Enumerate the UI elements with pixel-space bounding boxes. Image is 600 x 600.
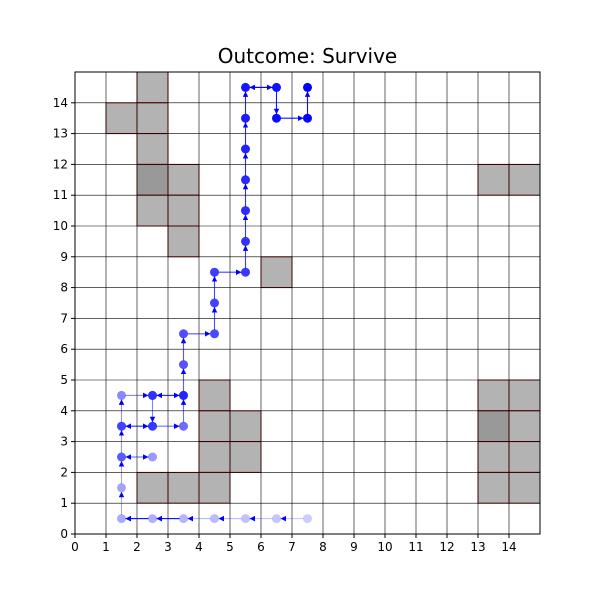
x-tick-label: 13 [470,540,485,554]
path-point [303,514,312,524]
x-tick-label: 6 [257,540,265,554]
y-tick-label: 4 [60,404,68,418]
x-tick-label: 8 [319,540,327,554]
path-point [272,113,281,123]
chart-title: Outcome: Survive [218,44,398,68]
obstacle-cell [136,163,169,196]
obstacle-cell [167,471,200,504]
x-tick-label: 7 [288,540,296,554]
obstacle-cell [508,471,541,504]
obstacle-cell [477,441,510,473]
obstacle-cell [198,379,231,412]
path-point [241,267,250,277]
obstacle-cell [477,471,510,504]
path-point [148,390,157,400]
path-point [241,113,250,123]
path-point [241,514,250,524]
path-point [272,514,281,524]
obstacle-cell [136,194,169,227]
path-point [303,82,312,92]
obstacle-cell [136,71,169,104]
obstacle-cell [136,102,169,135]
x-tick-label: 2 [133,540,141,554]
path-point [241,82,250,92]
obstacle-cell [508,163,541,196]
x-tick-label: 11 [408,540,423,554]
y-tick-label: 12 [53,157,68,171]
path-point [241,175,250,185]
obstacle-cell [198,441,231,473]
y-tick-label: 8 [60,281,68,295]
obstacle-cell [198,410,231,443]
path-arrow-layer [118,84,311,522]
path-point [303,113,312,123]
path-point [210,514,219,524]
obstacle-cell [167,225,200,258]
y-tick-label: 1 [60,496,68,510]
x-tick-label: 5 [226,540,234,554]
path-point [117,452,126,462]
y-tick-label: 5 [60,373,68,387]
y-tick-label: 9 [60,250,68,264]
obstacle-cell [477,163,510,196]
obstacle-cell [167,194,200,227]
path-point [117,483,126,493]
x-tick-label: 3 [164,540,172,554]
obstacle-cell [136,471,169,504]
obstacle-cell [167,163,200,196]
obstacle-cell [477,410,510,443]
x-tick-label: 14 [501,540,516,554]
obstacle-cell [508,441,541,473]
obstacle-cell [229,410,262,443]
x-tick-label: 4 [195,540,203,554]
obstacle-cell [508,410,541,443]
y-tick-label: 2 [60,465,68,479]
obstacle-cell [508,379,541,412]
obstacle-layer [105,71,541,504]
path-point [148,452,157,462]
path-point [179,329,188,339]
obstacle-cell [229,441,262,473]
path-point [210,267,219,277]
obstacle-cell [260,256,293,289]
path-point [241,144,250,154]
path-point [179,390,188,400]
obstacle-cell [105,102,138,135]
x-axis: 0 1 2 3 4 5 6 7 8 9 10 11 12 13 14 [71,534,517,554]
x-tick-label: 10 [377,540,392,554]
obstacle-cell [477,379,510,412]
path-point [117,452,126,462]
path-point [117,421,126,431]
path-point [117,514,126,524]
path-point [210,298,219,308]
y-tick-label: 6 [60,342,68,356]
x-tick-label: 0 [71,540,79,554]
path-point [241,206,250,216]
path-point [179,421,188,431]
path-point-layer [117,82,312,524]
y-tick-label: 3 [60,435,68,449]
x-tick-label: 1 [102,540,110,554]
path-point [272,82,281,92]
path-point [148,514,157,524]
path-point [179,360,188,370]
path-point [148,421,157,431]
x-tick-label: 12 [439,540,454,554]
y-tick-label: 10 [53,219,68,233]
y-tick-label: 7 [60,311,68,325]
path-point [210,329,219,339]
path-point [241,236,250,246]
y-tick-label: 0 [60,527,68,541]
y-tick-label: 13 [53,127,68,141]
path-point [179,514,188,524]
x-tick-label: 9 [350,540,358,554]
y-tick-label: 11 [53,188,68,202]
obstacle-cell [198,471,231,504]
path-point [117,390,126,400]
obstacle-cell [136,133,169,165]
plot-frame [74,71,541,535]
y-tick-label: 14 [53,96,68,110]
